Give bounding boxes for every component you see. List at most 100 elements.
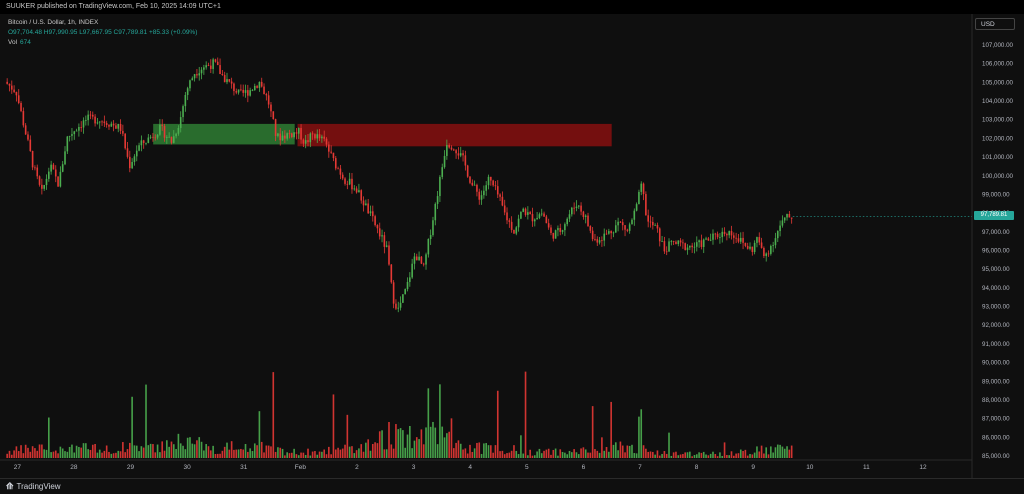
- y-tick-label: 90,000.00: [982, 360, 1010, 367]
- candle-body: [235, 91, 238, 93]
- y-tick-label: 95,000.00: [982, 266, 1010, 273]
- candle-body: [770, 245, 772, 254]
- volume-bar: [670, 455, 673, 458]
- candle-body: [240, 89, 242, 91]
- candle-body: [728, 231, 730, 236]
- candle-body: [307, 140, 309, 143]
- volume-bar: [554, 448, 557, 458]
- candle-body: [758, 237, 761, 243]
- volume-bar: [235, 449, 238, 458]
- candle-body: [469, 176, 471, 183]
- candle-body: [510, 221, 513, 230]
- volume-bar: [175, 448, 177, 458]
- volume-bar: [45, 449, 48, 458]
- volume-bar: [24, 444, 27, 458]
- volume-bar: [126, 449, 129, 458]
- volume-bar: [533, 455, 536, 458]
- candle-body: [27, 134, 29, 140]
- volume-bar: [242, 449, 245, 458]
- volume-bar: [226, 442, 228, 458]
- volume-bar: [418, 439, 420, 458]
- candle-body: [378, 228, 381, 237]
- volume-bar: [409, 426, 411, 458]
- candle-body: [325, 138, 328, 145]
- candle-body: [48, 171, 50, 179]
- candle-body: [78, 126, 80, 131]
- volume-bar: [774, 447, 777, 458]
- candle-body: [790, 217, 793, 219]
- volume-bar: [98, 449, 101, 458]
- candle-body: [452, 149, 455, 151]
- candle-body: [605, 233, 608, 235]
- candle-body: [418, 256, 420, 261]
- volume-bar: [527, 455, 529, 458]
- volume-bar: [59, 446, 62, 458]
- volume-bar: [135, 445, 138, 458]
- candle-body: [135, 150, 138, 157]
- volume-bar: [469, 444, 471, 458]
- volume-bar: [415, 437, 418, 458]
- volume-bar: [221, 450, 224, 458]
- candle-body: [496, 186, 499, 195]
- candle-body: [20, 103, 22, 112]
- candle-body: [420, 256, 423, 264]
- candle-body: [575, 206, 578, 208]
- volume-bar: [566, 454, 569, 458]
- candle-body: [457, 153, 460, 156]
- candle-body: [783, 217, 786, 221]
- volume-bar: [332, 394, 335, 458]
- volume-bar: [658, 455, 661, 458]
- volume-bar: [547, 448, 550, 458]
- candle-body: [612, 232, 615, 234]
- volume-bar: [279, 447, 282, 458]
- candle-body: [304, 140, 307, 144]
- volume-bar: [439, 384, 441, 458]
- candle-body: [763, 247, 765, 256]
- y-tick-label: 104,000.00: [982, 98, 1014, 105]
- candle-body: [693, 246, 696, 248]
- volume-bar: [20, 445, 22, 458]
- tradingview-logo[interactable]: ⟰ TradingView: [6, 481, 61, 492]
- candle-body: [670, 241, 673, 242]
- candle-body: [596, 239, 599, 243]
- candle-body: [281, 135, 284, 141]
- candle-body: [131, 161, 133, 169]
- x-tick-label: 29: [127, 464, 135, 471]
- candle-body: [501, 196, 504, 206]
- candle-body: [631, 219, 633, 225]
- volume-bar: [723, 442, 726, 458]
- volume-bar: [351, 446, 353, 458]
- y-tick-label: 97,000.00: [982, 229, 1010, 236]
- candle-body: [61, 164, 64, 172]
- currency-button[interactable]: USD: [975, 18, 1015, 30]
- candle-body: [691, 245, 693, 248]
- volume-bar: [462, 449, 464, 458]
- volume-bar: [330, 454, 332, 458]
- volume-bar: [559, 449, 562, 458]
- volume-bar: [744, 449, 747, 458]
- volume-bar: [108, 451, 110, 458]
- candle-body: [776, 231, 779, 239]
- volume-bar: [272, 372, 275, 458]
- volume-bar: [575, 452, 578, 458]
- candle-body: [721, 231, 724, 238]
- volume-bar: [219, 453, 221, 458]
- volume-bar: [425, 427, 427, 458]
- volume-bar: [54, 450, 57, 458]
- volume-bar: [288, 453, 291, 458]
- volume-bar: [115, 452, 117, 458]
- candle-body: [601, 240, 603, 241]
- volume-bar: [66, 451, 69, 458]
- volume-bar: [647, 451, 649, 458]
- volume-bar: [682, 453, 684, 458]
- volume-bar: [295, 454, 298, 458]
- volume-bar: [499, 451, 501, 458]
- volume-bar: [207, 446, 210, 458]
- candle-body: [147, 137, 150, 143]
- volume-bar: [209, 450, 212, 458]
- candle-body: [591, 230, 594, 240]
- candle-body: [485, 185, 488, 191]
- candle-body: [552, 232, 555, 239]
- candle-body: [94, 116, 96, 124]
